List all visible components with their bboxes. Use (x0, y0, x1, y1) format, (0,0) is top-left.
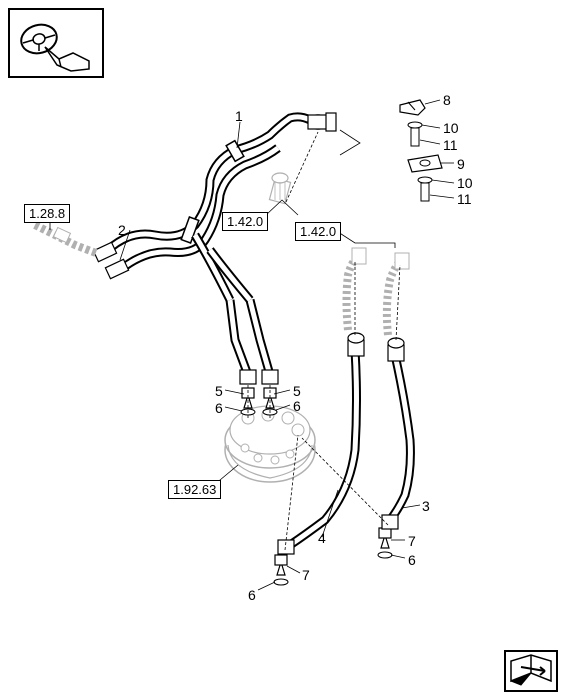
ghost-fitting-center (269, 173, 290, 204)
ghost-hoses-right (347, 248, 410, 335)
callout-11a: 11 (443, 137, 458, 153)
callout-7a: 7 (302, 567, 310, 583)
callout-11b: 11 (457, 191, 472, 207)
ref-1420b: 1.42.0 (295, 222, 341, 241)
callout-10b: 10 (457, 175, 473, 191)
ref-19263: 1.92.63 (168, 480, 221, 499)
clamp-8 (400, 100, 425, 115)
main-diagram (0, 0, 566, 700)
ref-1288: 1.28.8 (24, 204, 70, 223)
bolt-10-11-bottom (418, 177, 432, 201)
page-turn-icon (507, 653, 555, 689)
ref-1420a: 1.42.0 (222, 212, 268, 231)
bolt-10-11-top (408, 122, 422, 146)
callout-4: 4 (318, 530, 326, 546)
callout-1: 1 (235, 108, 243, 124)
callout-5a: 5 (215, 383, 223, 399)
callout-2: 2 (118, 222, 126, 238)
callout-8: 8 (443, 92, 451, 108)
callout-6b: 6 (293, 398, 301, 414)
callout-10a: 10 (443, 120, 459, 136)
ghost-hose-left (35, 225, 96, 253)
fitting-7a (275, 555, 287, 575)
hose-3 (382, 338, 410, 529)
callout-9: 9 (457, 156, 465, 172)
fitting-7b (379, 528, 391, 548)
callout-6d: 6 (408, 552, 416, 568)
clamp-9 (408, 155, 442, 172)
fitting-2 (93, 242, 128, 278)
callout-6a: 6 (215, 400, 223, 416)
page-icon-box (504, 650, 558, 692)
callout-7b: 7 (408, 533, 416, 549)
callout-5b: 5 (293, 383, 301, 399)
callout-6c: 6 (248, 587, 256, 603)
callout-3: 3 (422, 498, 430, 514)
hose-assembly-1 (108, 113, 336, 384)
